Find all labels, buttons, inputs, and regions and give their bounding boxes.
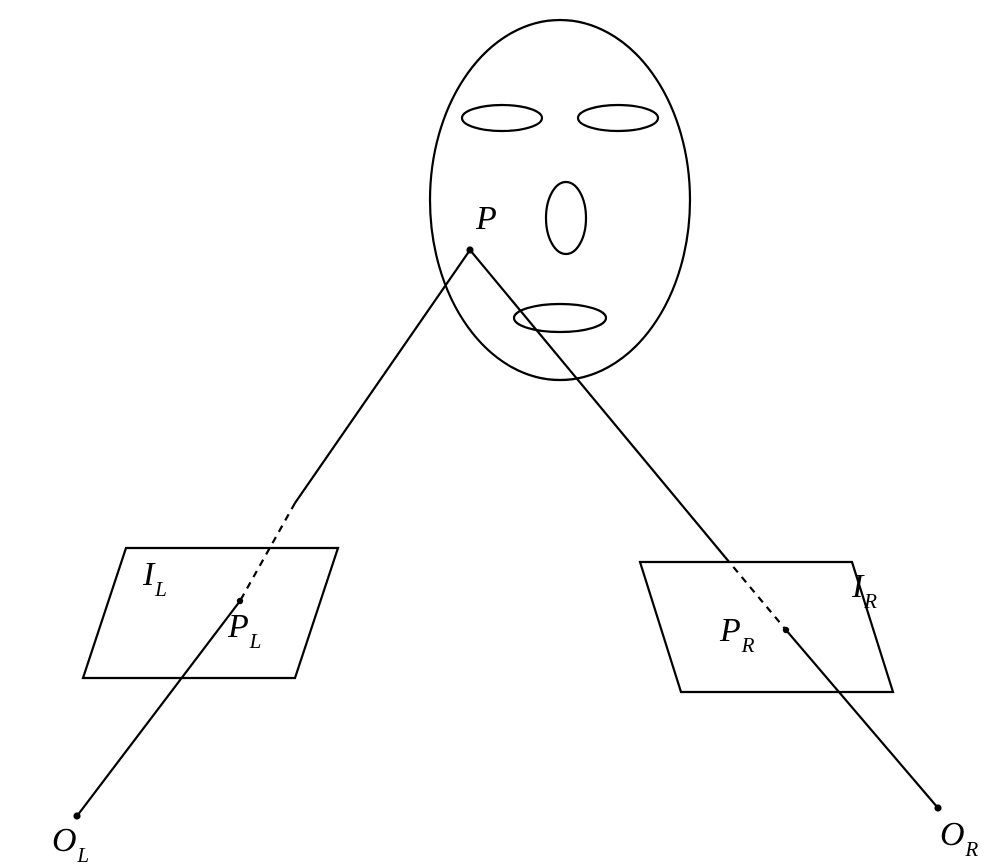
label-P: P <box>476 202 497 236</box>
label-OR-sub: R <box>965 837 978 861</box>
label-IR: IR <box>852 570 877 609</box>
label-OL: OL <box>52 824 89 863</box>
face-group <box>430 20 690 380</box>
point-PL <box>237 598 243 604</box>
label-OL-sub: L <box>77 843 89 867</box>
label-OR: OR <box>940 818 978 857</box>
label-IL: IL <box>143 558 167 597</box>
image-plane-left <box>83 548 338 678</box>
label-PR: PR <box>720 614 755 653</box>
ray-left-dash <box>240 503 295 601</box>
diagram-root: P IL IR PL PR OL OR <box>0 0 1000 866</box>
label-PL-main: P <box>228 608 249 645</box>
label-IL-sub: L <box>155 577 167 601</box>
label-PR-sub: R <box>742 633 755 657</box>
ray-left-top <box>295 250 470 503</box>
label-OR-main: O <box>940 816 965 853</box>
point-OL <box>73 812 80 819</box>
face-nose <box>546 182 586 254</box>
ray-right-top <box>470 250 725 557</box>
point-PR <box>783 627 789 633</box>
diagram-svg <box>0 0 1000 866</box>
ray-left-bottom <box>77 601 240 816</box>
label-IR-sub: R <box>864 589 877 613</box>
label-P-main: P <box>476 200 497 237</box>
label-PL-sub: L <box>250 629 262 653</box>
label-OL-main: O <box>52 822 77 859</box>
ray-right-bottom <box>786 630 938 808</box>
face-right-eye <box>578 105 658 131</box>
point-OR <box>934 804 941 811</box>
face-left-eye <box>462 105 542 131</box>
face-outline <box>430 20 690 380</box>
label-IR-main: I <box>852 568 863 605</box>
point-P <box>466 246 473 253</box>
label-PL: PL <box>228 610 261 649</box>
label-PR-main: P <box>720 612 741 649</box>
label-IL-main: I <box>143 556 154 593</box>
